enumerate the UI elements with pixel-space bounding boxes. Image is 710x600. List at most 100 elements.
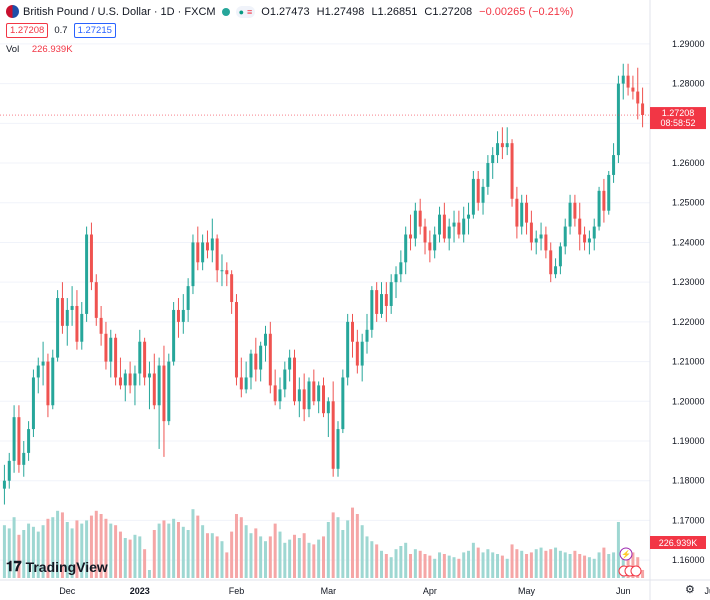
price-tick-label: 1.16000 bbox=[672, 555, 705, 565]
candle-body bbox=[380, 294, 384, 314]
volume-bar bbox=[80, 523, 84, 578]
tradingview-logo[interactable]: 𝟏𝟕 TradingView bbox=[6, 558, 108, 575]
volume-bar bbox=[476, 547, 480, 578]
high-value: H1.27498 bbox=[316, 5, 365, 18]
volume-bar bbox=[22, 530, 26, 578]
volume-bar bbox=[380, 550, 384, 578]
time-axis[interactable]: Dec 2023 Feb Mar Apr May Jun Jul bbox=[0, 579, 710, 596]
volume-bar bbox=[467, 550, 471, 578]
volume-bar bbox=[17, 534, 21, 578]
candle-body bbox=[322, 385, 325, 414]
volume-bar bbox=[181, 526, 185, 578]
price-tick-label: 1.24000 bbox=[672, 237, 705, 247]
candle-body bbox=[438, 214, 442, 235]
candle-body bbox=[641, 103, 645, 115]
volume-bar bbox=[351, 507, 355, 578]
volume-bar bbox=[631, 552, 635, 578]
volume-bar bbox=[167, 523, 171, 578]
candle-body bbox=[307, 381, 311, 410]
low-value: L1.26851 bbox=[371, 5, 418, 18]
candle-body bbox=[529, 222, 533, 243]
candle-body bbox=[471, 178, 475, 215]
candle-body bbox=[433, 234, 437, 251]
candle-body bbox=[191, 242, 195, 287]
volume-bar bbox=[143, 549, 147, 578]
volume-bar bbox=[554, 547, 558, 578]
price-tick-label: 1.25000 bbox=[672, 198, 705, 208]
volume-bar bbox=[597, 552, 601, 578]
ohlc-values: O1.27473 H1.27498 L1.26851 C1.27208 −0.0… bbox=[261, 6, 577, 18]
price-axis[interactable]: 1.290001.280001.270001.260001.250001.240… bbox=[649, 0, 705, 600]
candle-body bbox=[17, 417, 21, 465]
candle-body bbox=[60, 298, 64, 326]
symbol-title[interactable]: British Pound / U.S. Dollar · 1D · FXCM bbox=[23, 5, 216, 18]
candle-body bbox=[302, 389, 306, 410]
volume-bar bbox=[612, 552, 616, 578]
volume-bar bbox=[220, 541, 224, 578]
candle-body bbox=[239, 377, 243, 390]
candle-body bbox=[118, 377, 122, 386]
price-tick-label: 1.26000 bbox=[672, 158, 705, 168]
volume-bar bbox=[162, 520, 166, 578]
settings-gear-icon[interactable]: ⚙ bbox=[685, 584, 695, 596]
chart-toggle-icon[interactable]: ● ≡ bbox=[235, 5, 256, 18]
volume-bar bbox=[607, 554, 611, 578]
candle-body bbox=[462, 218, 466, 235]
volume-last-value: 226.939K bbox=[659, 538, 698, 548]
candle-body bbox=[143, 341, 147, 378]
logo-text: TradingView bbox=[25, 558, 108, 575]
candle-body bbox=[370, 290, 374, 330]
volume-bar bbox=[46, 518, 50, 578]
volume-bars bbox=[2, 507, 645, 578]
volume-bar bbox=[558, 550, 562, 578]
candle-body bbox=[312, 381, 316, 402]
volume-bar bbox=[457, 558, 461, 578]
volume-bar bbox=[138, 536, 142, 578]
candle-body bbox=[525, 202, 529, 223]
volume-bar bbox=[147, 570, 151, 578]
volume-bar bbox=[433, 558, 437, 578]
volume-bar bbox=[471, 542, 475, 578]
sell-price-button[interactable]: 1.27208 bbox=[6, 23, 49, 38]
candle-body bbox=[631, 87, 635, 92]
spread-value: 0.7 bbox=[54, 25, 68, 36]
volume-bar bbox=[268, 536, 272, 578]
candle-body bbox=[476, 178, 480, 203]
volume-bar bbox=[404, 542, 408, 578]
volume-bar bbox=[360, 525, 364, 578]
volume-bar bbox=[104, 518, 108, 578]
volume-bar bbox=[370, 541, 374, 578]
volume-bar bbox=[346, 520, 350, 578]
candle-body bbox=[491, 155, 495, 164]
volume-bar bbox=[263, 541, 267, 578]
candle-body bbox=[196, 242, 200, 263]
volume-legend[interactable]: Vol 226.939K bbox=[6, 44, 73, 55]
symbol-header[interactable]: British Pound / U.S. Dollar · 1D · FXCM … bbox=[6, 5, 577, 18]
candle-body bbox=[114, 337, 118, 378]
volume-bar bbox=[322, 536, 325, 578]
candle-body bbox=[539, 234, 543, 239]
volume-bar bbox=[12, 517, 16, 578]
volume-bar bbox=[525, 554, 529, 578]
volume-bar bbox=[626, 550, 630, 578]
volume-bar bbox=[65, 522, 69, 578]
market-status-icon[interactable] bbox=[221, 7, 230, 16]
volume-bar bbox=[312, 544, 316, 578]
event-markers[interactable]: ⚡ bbox=[618, 547, 642, 577]
candle-body bbox=[7, 460, 11, 481]
candle-body bbox=[12, 417, 16, 461]
candle-body bbox=[162, 365, 166, 422]
buy-price-button[interactable]: 1.27215 bbox=[73, 23, 116, 38]
volume-bar bbox=[500, 555, 504, 578]
volume-bar bbox=[563, 552, 567, 578]
price-tick-label: 1.29000 bbox=[672, 39, 705, 49]
tradingview-logo-icon: 𝟏𝟕 bbox=[6, 558, 22, 574]
candle-body bbox=[31, 377, 35, 430]
price-tick-label: 1.18000 bbox=[672, 476, 705, 486]
open-value: O1.27473 bbox=[261, 5, 310, 18]
volume-bar bbox=[481, 552, 485, 578]
volume-bar bbox=[94, 510, 98, 578]
volume-bar bbox=[573, 550, 577, 578]
price-tick-label: 1.19000 bbox=[672, 436, 705, 446]
